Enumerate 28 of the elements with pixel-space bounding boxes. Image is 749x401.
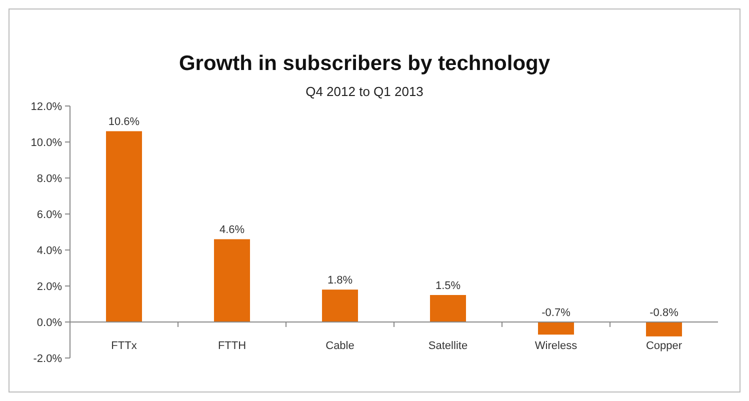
- x-tick-label: Wireless: [534, 340, 578, 352]
- y-tick-label: 10.0%: [30, 136, 62, 149]
- y-tick-label: 6.0%: [36, 208, 62, 221]
- x-tick-label: Satellite: [428, 340, 468, 352]
- data-label: 4.6%: [219, 224, 245, 236]
- bar: [106, 131, 142, 322]
- bar: [214, 239, 250, 322]
- x-tick-label: Copper: [646, 340, 682, 352]
- data-label: -0.8%: [650, 307, 679, 319]
- y-tick-label: 2.0%: [36, 280, 62, 293]
- data-label: 1.5%: [435, 280, 461, 292]
- data-label: 1.8%: [327, 274, 353, 287]
- bar: [646, 322, 682, 336]
- x-tick-label: Cable: [326, 340, 354, 352]
- x-tick-label: FTTH: [218, 340, 246, 352]
- bar: [322, 290, 358, 322]
- chart-title: Growth in subscribers by technology: [178, 52, 550, 75]
- y-tick-label: -2.0%: [33, 352, 62, 365]
- y-tick-label: 0.0%: [36, 316, 62, 329]
- bar: [538, 322, 574, 335]
- x-tick-label: FTTx: [111, 340, 138, 352]
- y-tick-label: 8.0%: [36, 172, 62, 185]
- data-label: 10.6%: [108, 116, 140, 128]
- y-tick-label: 12.0%: [30, 100, 62, 113]
- data-label: -0.7%: [542, 307, 571, 319]
- chart-subtitle: Q4 2012 to Q1 2013: [306, 84, 424, 99]
- y-tick-label: 4.0%: [36, 244, 62, 257]
- bar: [430, 295, 466, 322]
